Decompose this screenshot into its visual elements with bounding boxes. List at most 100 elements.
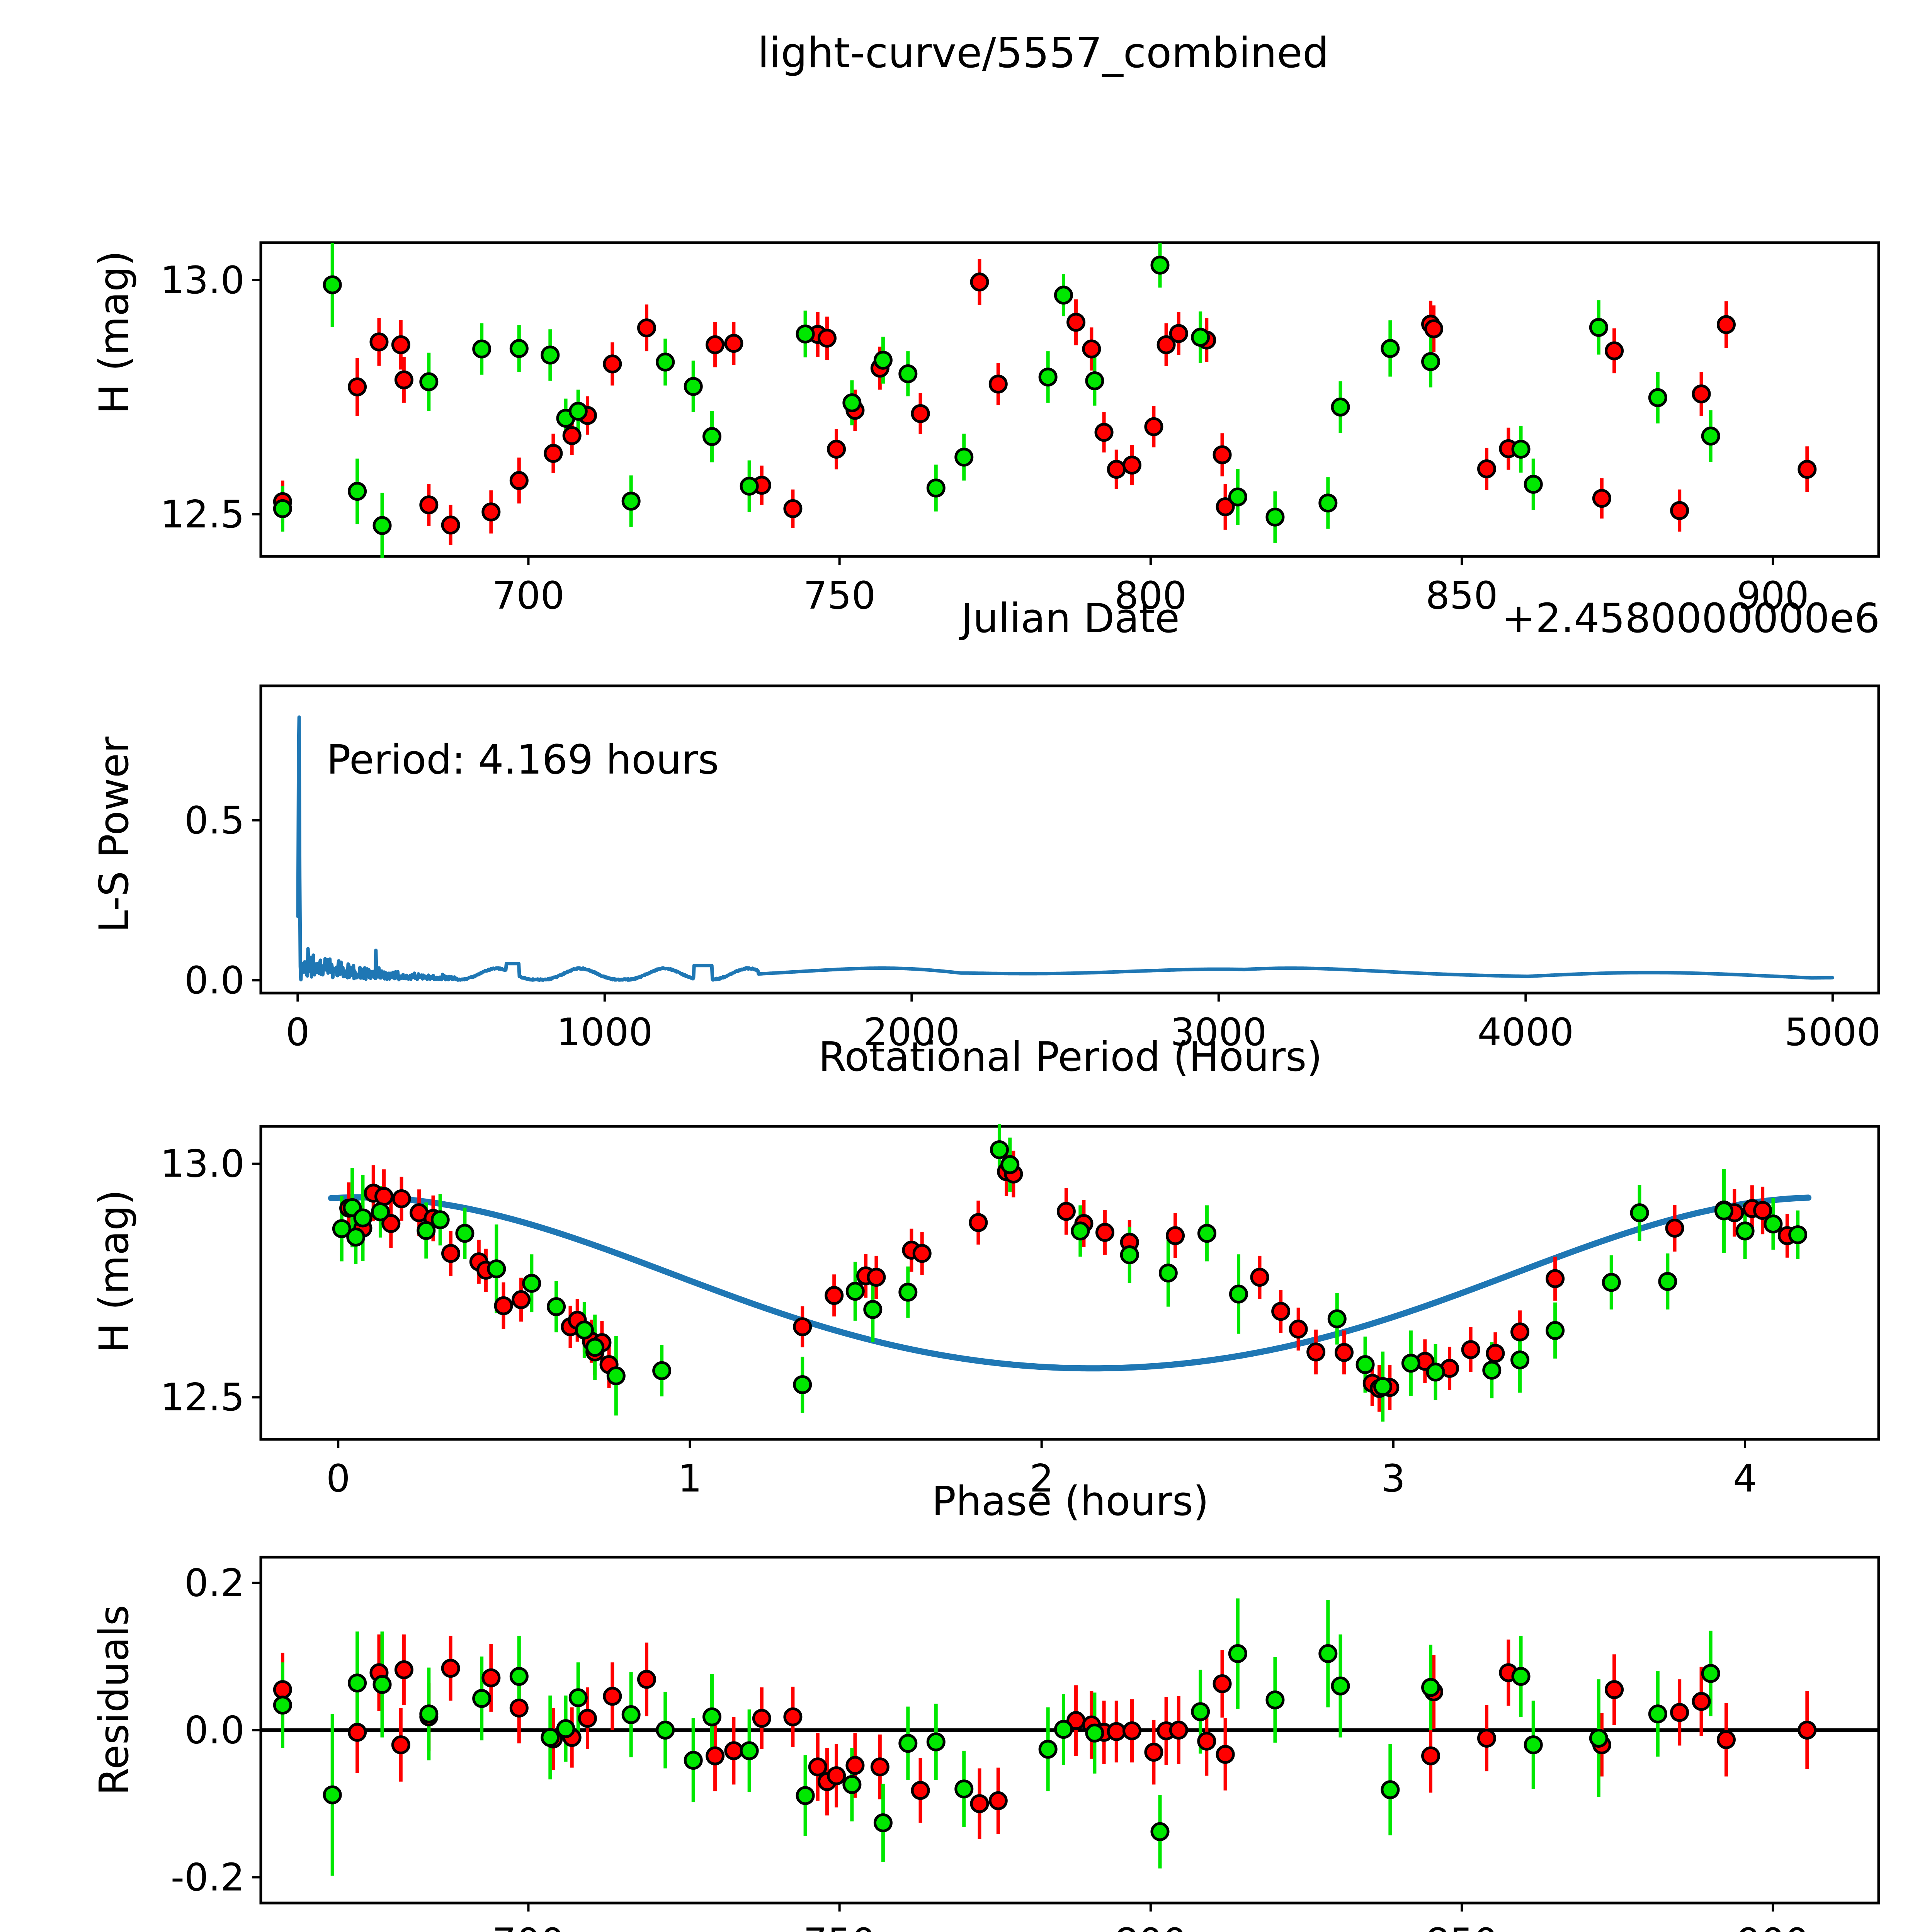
phasefold-point-red: [1546, 1269, 1565, 1288]
phasefold-point-green: [1630, 1203, 1649, 1223]
lightcurve-point-green: [1511, 439, 1531, 459]
residuals-point-green: [273, 1696, 292, 1715]
residuals-point-green: [1511, 1667, 1531, 1686]
phasefold-point-red: [392, 1189, 411, 1208]
phasefold-yticklabel: 12.5: [160, 1376, 245, 1420]
phasefold-point-red: [1753, 1201, 1772, 1220]
residuals-point-red: [1213, 1674, 1232, 1694]
phasefold-point-red: [1056, 1202, 1076, 1221]
residuals-point-red: [1197, 1731, 1216, 1751]
lightcurve-point-green: [472, 339, 492, 359]
residuals-point-red: [911, 1781, 930, 1800]
phasefold-point-green: [1229, 1284, 1248, 1304]
lightcurve-point-red: [1798, 460, 1817, 479]
lightcurve-point-green: [419, 372, 439, 391]
residuals-point-red: [441, 1659, 460, 1678]
lightcurve-point-red: [1670, 501, 1689, 520]
periodogram-yticklabel: 0.5: [184, 799, 245, 843]
phasefold-point-green: [898, 1282, 918, 1302]
residuals-point-red: [1216, 1745, 1235, 1764]
phasefold-point-green: [793, 1375, 812, 1395]
phasefold-point-red: [1306, 1342, 1326, 1362]
residuals-point-green: [372, 1675, 392, 1694]
phasefold-axes-frame: [259, 1125, 1880, 1441]
lightcurve-point-green: [926, 478, 946, 498]
lightcurve-point-green: [656, 352, 675, 372]
lightcurve-point-red: [441, 515, 460, 535]
lightcurve-point-red: [562, 426, 582, 445]
lightcurve-point-red: [1094, 423, 1114, 442]
lightcurve-point-red: [817, 328, 837, 348]
residuals-point-red: [1670, 1703, 1689, 1722]
lightcurve-xticklabel: 800: [1114, 574, 1187, 618]
lightcurve-point-green: [740, 476, 759, 496]
phasefold-point-green: [1000, 1155, 1020, 1174]
phasefold-point-green: [1355, 1355, 1375, 1374]
lightcurve-point-red: [637, 318, 656, 338]
phasefold-point-green: [1764, 1214, 1783, 1234]
residuals-point-red: [1477, 1728, 1496, 1748]
lightcurve-point-green: [1038, 367, 1058, 387]
phasefold-point-red: [1665, 1219, 1684, 1238]
lightcurve-point-green: [1701, 427, 1720, 446]
lightcurve-point-green: [509, 339, 529, 358]
phasefold-point-red: [1271, 1302, 1291, 1321]
phasefold-point-green: [1735, 1221, 1755, 1241]
phasefold-point-red: [793, 1317, 812, 1337]
lightcurve-xticklabel: 750: [803, 574, 876, 618]
phasefold-point-green: [1714, 1201, 1734, 1221]
phasefold-point-red: [1289, 1320, 1308, 1339]
residuals-point-red: [1716, 1730, 1736, 1749]
lightcurve-point-green: [1524, 474, 1543, 494]
lightcurve-point-red: [394, 370, 413, 389]
lightcurve-point-red: [544, 444, 563, 463]
lightcurve-yticklabel: 12.5: [160, 493, 245, 537]
phasefold-point-green: [1158, 1264, 1178, 1283]
phasefold-point-green: [547, 1297, 566, 1316]
residuals-xticklabel: 700: [492, 1920, 565, 1932]
phasefold-point-green: [606, 1366, 626, 1386]
lightcurve-point-green: [568, 401, 588, 421]
panel1-xlabel: Julian Date: [961, 595, 1180, 642]
residuals-point-green: [796, 1786, 815, 1805]
lightcurve-point-red: [1122, 456, 1142, 475]
lightcurve-point-red: [419, 495, 439, 515]
panel3-xlabel: Phase (hours): [932, 1478, 1209, 1525]
phasefold-point-red: [374, 1187, 394, 1206]
lightcurve-point-red: [1156, 335, 1176, 354]
residuals-point-green: [568, 1688, 588, 1708]
periodogram-annotation: Period: 4.169 hours: [327, 736, 719, 783]
periodogram-xticklabel: 4000: [1478, 1010, 1574, 1054]
residuals-point-green: [556, 1719, 575, 1738]
phasefold-point-red: [825, 1286, 844, 1305]
residuals-point-green: [348, 1673, 367, 1693]
residuals-point-green: [1265, 1690, 1285, 1709]
residuals-point-red: [481, 1668, 501, 1687]
phasefold-point-green: [346, 1228, 366, 1247]
residuals-point-red: [808, 1757, 827, 1777]
lightcurve-point-red: [1169, 324, 1188, 343]
residuals-point-green: [509, 1667, 529, 1686]
panel1-ylabel: H (mag): [90, 250, 138, 414]
residuals-point-green: [656, 1721, 675, 1740]
lightcurve-point-red: [1477, 459, 1496, 478]
lightcurve-point-red: [1424, 319, 1444, 338]
residuals-point-red: [1692, 1692, 1711, 1711]
periodogram-xticklabel: 0: [286, 1010, 310, 1054]
residuals-point-green: [1191, 1702, 1210, 1721]
panel2-xlabel: Rotational Period (Hours): [818, 1033, 1322, 1080]
panel2-ylabel: L-S Power: [90, 736, 138, 933]
phasefold-point-green: [652, 1361, 672, 1380]
lightcurve-point-red: [911, 404, 930, 423]
lightcurve-point-green: [1265, 507, 1285, 527]
residuals-point-green: [1054, 1720, 1073, 1739]
residuals-point-green: [323, 1785, 342, 1804]
phasefold-xticklabel: 4: [1733, 1457, 1757, 1501]
residuals-point-green: [1524, 1735, 1543, 1755]
residuals-point-red: [783, 1707, 803, 1726]
phasefold-xticklabel: 1: [678, 1457, 702, 1501]
lightcurve-xticklabel: 900: [1737, 574, 1809, 618]
lightcurve-point-red: [1692, 384, 1711, 403]
residuals-point-green: [419, 1704, 439, 1724]
residuals-point-red: [827, 1766, 846, 1786]
